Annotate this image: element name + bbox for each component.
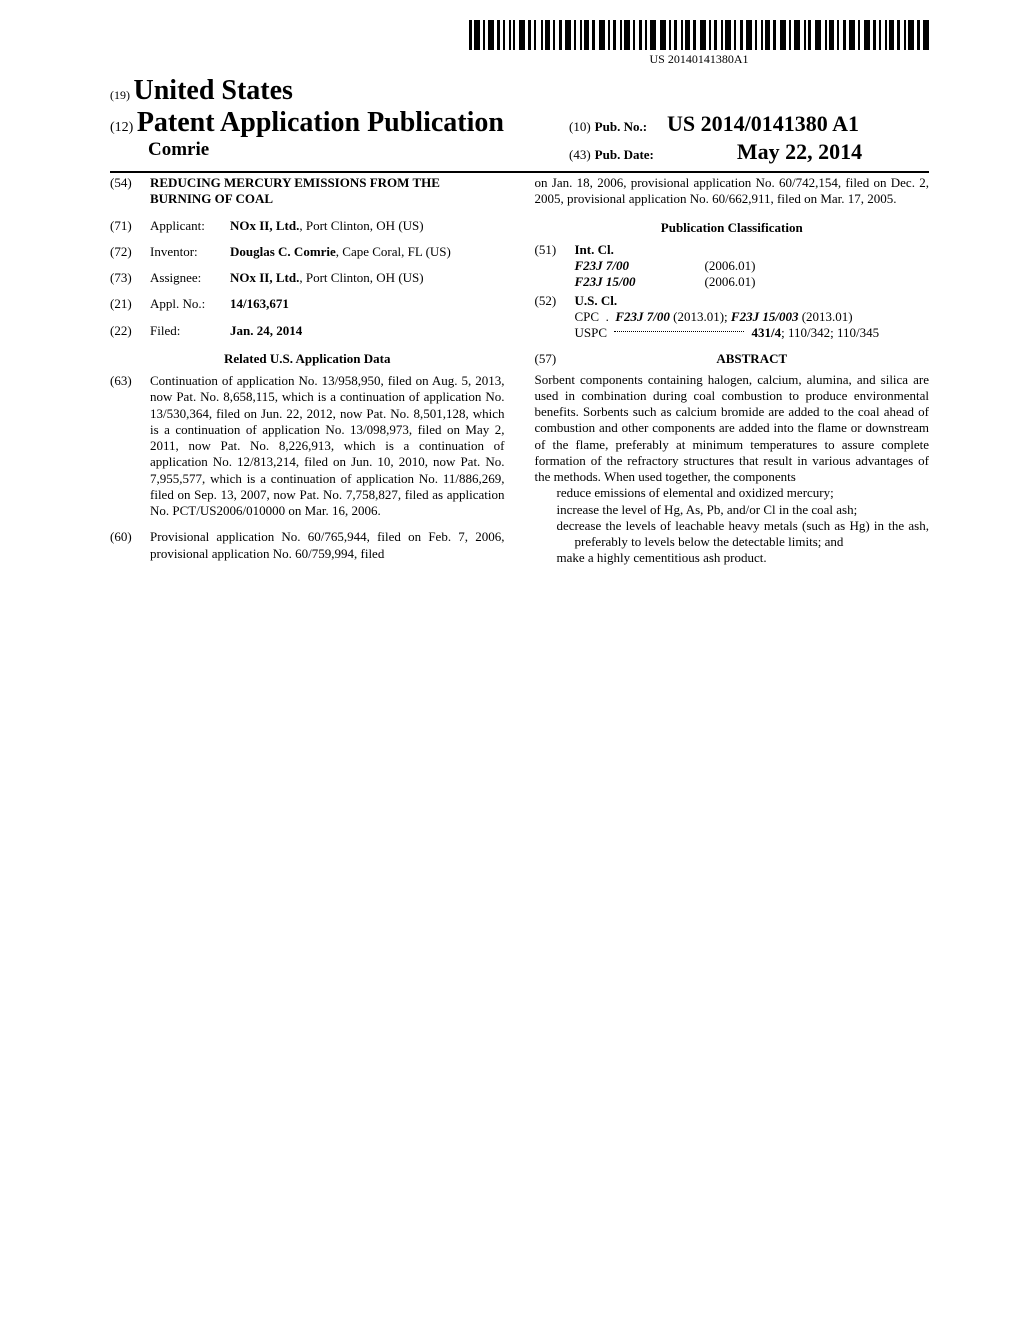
abstract-item-2: decrease the levels of leachable heavy m… xyxy=(557,518,930,551)
uscl-block: U.S. Cl. CPC . F23J 7/00 (2013.01); F23J… xyxy=(575,293,930,342)
classification-header: Publication Classification xyxy=(535,220,930,236)
field-52-num: (52) xyxy=(535,293,575,342)
publication-line: (12) Patent Application Publication (10)… xyxy=(110,107,929,139)
left-column: (54) REDUCING MERCURY EMISSIONS FROM THE… xyxy=(110,175,505,572)
patent-header: (19) United States (12) Patent Applicati… xyxy=(110,75,929,173)
field-60-row: (60) Provisional application No. 60/765,… xyxy=(110,529,505,562)
applicant-label: Applicant: xyxy=(150,218,230,234)
intcl-label: Int. Cl. xyxy=(575,242,930,258)
field-63-num: (63) xyxy=(110,373,150,519)
filed-label: Filed: xyxy=(150,323,230,339)
cpc-line: CPC . F23J 7/00 (2013.01); F23J 15/003 (… xyxy=(575,309,930,325)
pub-title: Patent Application Publication xyxy=(137,107,504,138)
related-data-header: Related U.S. Application Data xyxy=(110,351,505,367)
abstract-item-3: make a highly cementitious ash product. xyxy=(557,550,930,566)
field-22-row: (22) Filed: Jan. 24, 2014 xyxy=(110,323,505,339)
continuation-text: Continuation of application No. 13/958,9… xyxy=(150,373,505,519)
uscl-label: U.S. Cl. xyxy=(575,293,930,309)
uspc-line: USPC 431/4; 110/342; 110/345 xyxy=(575,325,930,341)
field-71-num: (71) xyxy=(110,218,150,234)
abstract-item-0: reduce emissions of elemental and oxidiz… xyxy=(557,485,930,501)
intcl-row-1: F23J 15/00(2006.01) xyxy=(575,274,930,290)
field-10: (10) xyxy=(569,119,591,134)
assignee-label: Assignee: xyxy=(150,270,230,286)
header-rule xyxy=(110,171,929,173)
pub-right: (10) Pub. No.: US 2014/0141380 A1 xyxy=(569,111,929,137)
filed-value: Jan. 24, 2014 xyxy=(230,323,505,339)
author-name: Comrie xyxy=(110,139,209,165)
field-71-row: (71) Applicant: NOx II, Ltd., Port Clint… xyxy=(110,218,505,234)
abstract-label: ABSTRACT xyxy=(575,351,930,367)
country-line: (19) United States xyxy=(110,75,929,107)
field-12: (12) xyxy=(110,120,133,135)
right-column: on Jan. 18, 2006, provisional applicatio… xyxy=(535,175,930,572)
country-name: United States xyxy=(134,75,293,106)
field-51-num: (51) xyxy=(535,242,575,291)
barcode-pattern xyxy=(469,20,929,50)
field-57-row: (57) ABSTRACT xyxy=(535,351,930,367)
barcode-label: US 20140141380A1 xyxy=(469,52,929,67)
applicant-value: NOx II, Ltd., Port Clinton, OH (US) xyxy=(230,218,505,234)
date-right: (43) Pub. Date: May 22, 2014 xyxy=(569,139,929,165)
invention-title: REDUCING MERCURY EMISSIONS FROM THE BURN… xyxy=(150,175,505,208)
pub-num: US 2014/0141380 A1 xyxy=(667,111,859,136)
field-21-row: (21) Appl. No.: 14/163,671 xyxy=(110,296,505,312)
provisional-text: Provisional application No. 60/765,944, … xyxy=(150,529,505,562)
field-73-row: (73) Assignee: NOx II, Ltd., Port Clinto… xyxy=(110,270,505,286)
field-60-num: (60) xyxy=(110,529,150,562)
field-52-row: (52) U.S. Cl. CPC . F23J 7/00 (2013.01);… xyxy=(535,293,930,342)
abstract-list: reduce emissions of elemental and oxidiz… xyxy=(535,485,930,566)
field-51-row: (51) Int. Cl. F23J 7/00(2006.01) F23J 15… xyxy=(535,242,930,291)
field-72-num: (72) xyxy=(110,244,150,260)
intcl-block: Int. Cl. F23J 7/00(2006.01) F23J 15/00(2… xyxy=(575,242,930,291)
applno-value: 14/163,671 xyxy=(230,296,505,312)
pub-num-label: Pub. No.: xyxy=(595,119,647,134)
inventor-value: Douglas C. Comrie, Cape Coral, FL (US) xyxy=(230,244,505,260)
dotted-leader xyxy=(614,331,744,332)
intcl-row-0: F23J 7/00(2006.01) xyxy=(575,258,930,274)
field-19: (19) xyxy=(110,88,130,102)
barcode-block: US 20140141380A1 xyxy=(469,20,929,67)
inventor-label: Inventor: xyxy=(150,244,230,260)
field-72-row: (72) Inventor: Douglas C. Comrie, Cape C… xyxy=(110,244,505,260)
field-63-row: (63) Continuation of application No. 13/… xyxy=(110,373,505,519)
pub-left: (12) Patent Application Publication xyxy=(110,107,504,139)
abstract-paragraph: Sorbent components containing halogen, c… xyxy=(535,372,930,486)
field-21-num: (21) xyxy=(110,296,150,312)
field-43: (43) xyxy=(569,147,591,162)
continuation-right: on Jan. 18, 2006, provisional applicatio… xyxy=(535,175,930,208)
applno-label: Appl. No.: xyxy=(150,296,230,312)
assignee-value: NOx II, Ltd., Port Clinton, OH (US) xyxy=(230,270,505,286)
content-columns: (54) REDUCING MERCURY EMISSIONS FROM THE… xyxy=(110,175,929,572)
field-54-num: (54) xyxy=(110,175,150,208)
pub-date-label: Pub. Date: xyxy=(595,147,654,162)
abstract-item-1: increase the level of Hg, As, Pb, and/or… xyxy=(557,502,930,518)
field-54-row: (54) REDUCING MERCURY EMISSIONS FROM THE… xyxy=(110,175,505,208)
author-line: Comrie (43) Pub. Date: May 22, 2014 xyxy=(110,139,929,165)
field-57-num: (57) xyxy=(535,351,575,367)
field-22-num: (22) xyxy=(110,323,150,339)
field-73-num: (73) xyxy=(110,270,150,286)
pub-date: May 22, 2014 xyxy=(737,139,862,164)
